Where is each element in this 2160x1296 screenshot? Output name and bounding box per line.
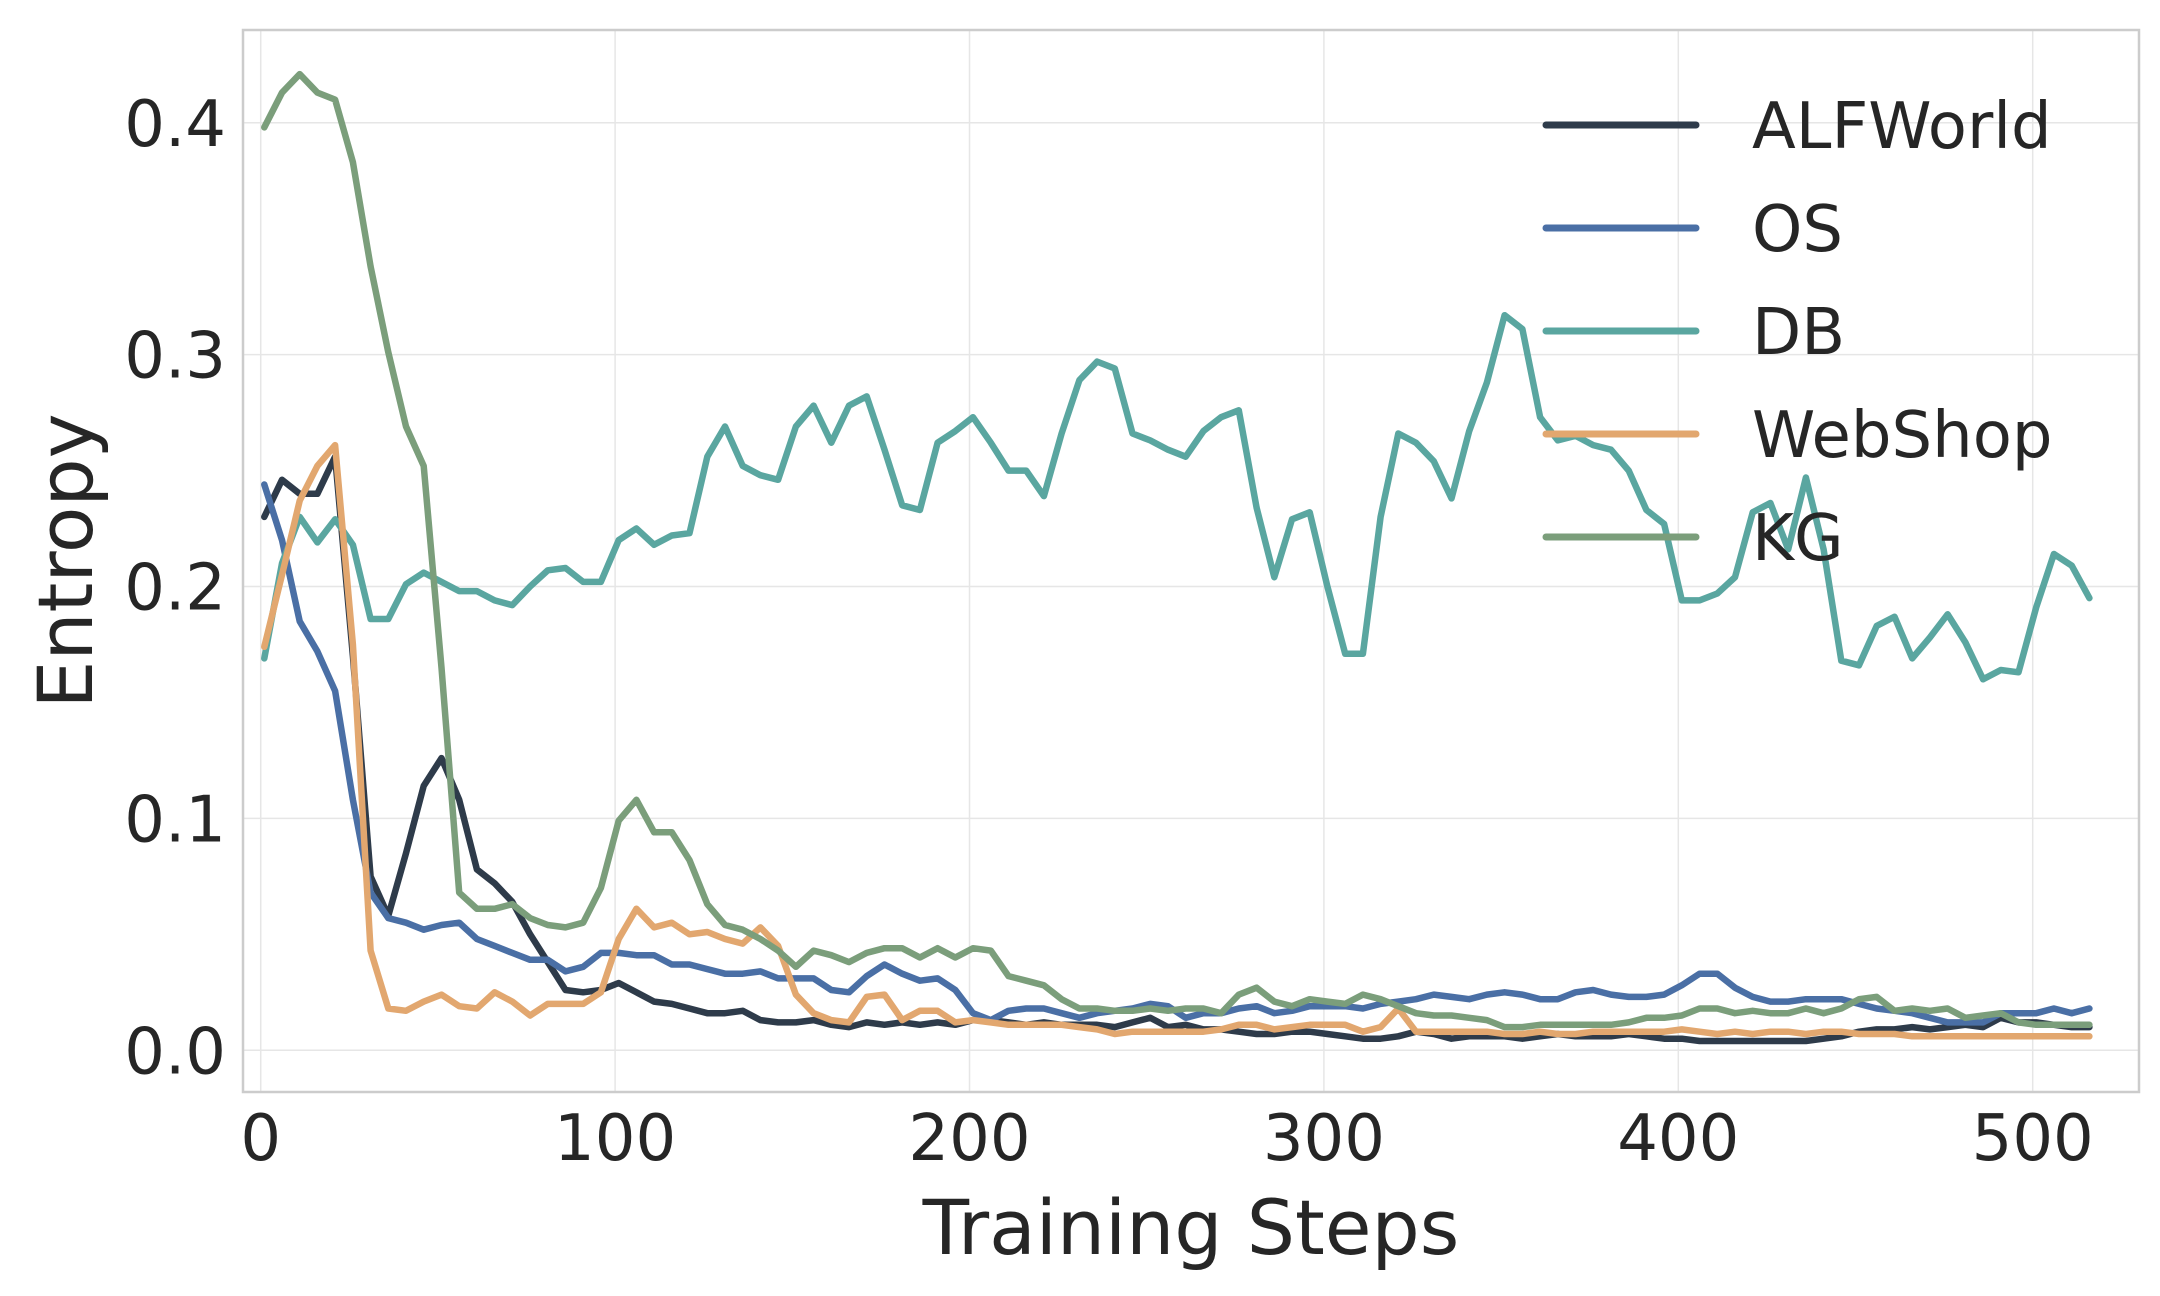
x-tick-label: 400 (1617, 1102, 1739, 1176)
plot-area-frame (241, 28, 2141, 1094)
y-tick-label: 0.4 (124, 88, 226, 162)
y-tick-label: 0.0 (124, 1015, 226, 1089)
series-lines (261, 70, 2093, 1045)
y-tick-label: 0.3 (124, 320, 226, 394)
x-tick-label: 0 (240, 1102, 281, 1176)
y-axis-ticks: 0.0 0.1 0.2 0.3 0.4 (124, 88, 226, 1090)
legend: ALFWorld OS DB WebShop KG (1542, 90, 2053, 576)
series-line-webshop (261, 441, 2093, 1040)
series-line-kg (261, 70, 2093, 1031)
legend-label-webshop: WebShop (1752, 399, 2053, 473)
y-tick-label: 0.1 (124, 783, 226, 857)
x-tick-label: 500 (1972, 1102, 2094, 1176)
x-tick-label: 100 (554, 1102, 676, 1176)
x-axis-label: Training Steps (922, 1183, 1460, 1272)
x-axis-ticks: 0 100 200 300 400 500 (240, 1102, 2093, 1176)
y-tick-label: 0.2 (124, 552, 226, 626)
legend-label-alfworld: ALFWorld (1752, 90, 2052, 164)
series-line-alfworld (261, 453, 2093, 1045)
x-tick-label: 300 (1263, 1102, 1385, 1176)
legend-label-os: OS (1752, 193, 1843, 267)
legend-label-kg: KG (1752, 502, 1844, 576)
grid (243, 30, 2139, 1092)
x-tick-label: 200 (908, 1102, 1030, 1176)
y-axis-label: Entropy (21, 413, 110, 708)
series-line-db (261, 311, 2093, 683)
legend-label-db: DB (1752, 296, 1845, 370)
